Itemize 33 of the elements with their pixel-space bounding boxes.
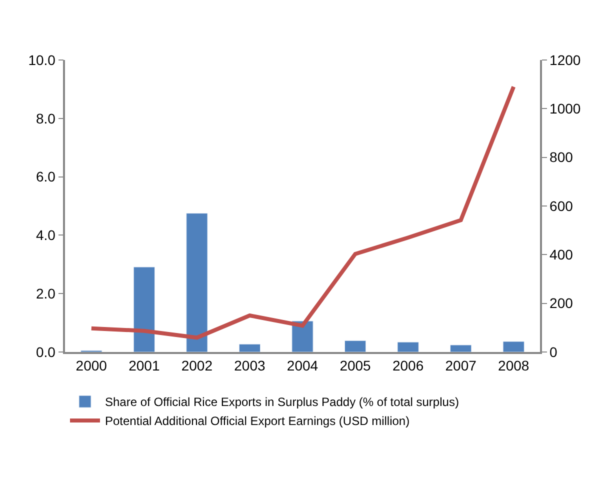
bar <box>344 340 366 352</box>
bar <box>186 213 208 352</box>
bar <box>238 344 261 352</box>
y-tick-label: 6.0 <box>36 168 56 185</box>
y2-tick-label: 0 <box>550 344 558 360</box>
y2-tick-label: 200 <box>550 295 574 312</box>
y2-tick-label: 600 <box>550 198 574 214</box>
y-tick-label: 10.0 <box>28 52 56 68</box>
x-tick-label: 2001 <box>128 358 160 374</box>
x-tick-label: 2008 <box>498 358 530 374</box>
x-tick-label: 2004 <box>286 358 318 374</box>
x-tick-label: 2000 <box>76 358 108 374</box>
y2-tick-label: 400 <box>550 246 574 263</box>
bar <box>133 266 155 352</box>
x-tick-label: 2003 <box>234 358 266 374</box>
y-tick-label: 4.0 <box>36 227 56 244</box>
legend-label: Potential Additional Official Export Earnings (USD million) <box>105 414 410 428</box>
bar <box>502 341 524 352</box>
y-tick-label: 2.0 <box>36 286 56 302</box>
y2-tick-label: 1200 <box>550 52 581 68</box>
y2-tick-label: 800 <box>550 149 574 166</box>
x-tick-label: 2002 <box>181 358 213 374</box>
x-tick-label: 2007 <box>445 358 477 374</box>
bar <box>450 344 472 352</box>
x-tick-label: 2006 <box>392 358 424 374</box>
line-series <box>89 84 516 340</box>
y2-tick-label: 1000 <box>550 100 581 117</box>
legend-label: Share of Official Rice Exports in Surplus Paddy (% of total surplus) <box>105 395 459 410</box>
y-tick-label: 0.0 <box>36 344 56 360</box>
y-tick-label: 8.0 <box>36 110 56 126</box>
x-tick-label: 2005 <box>340 358 372 374</box>
bar <box>397 342 419 352</box>
bar <box>292 320 314 352</box>
